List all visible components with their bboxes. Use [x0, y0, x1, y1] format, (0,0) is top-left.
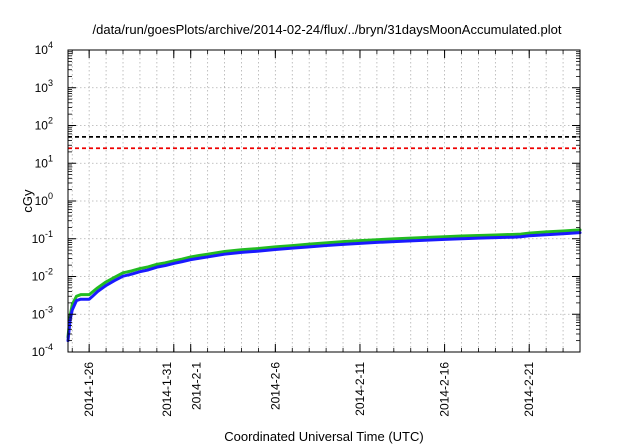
y-tick-label: 10-3 [32, 304, 53, 321]
y-tick-label: 101 [35, 153, 53, 170]
grid [68, 50, 580, 352]
chart-title: /data/run/goesPlots/archive/2014-02-24/f… [93, 22, 562, 37]
x-tick-label: 2014-1-26 [82, 362, 96, 417]
x-tick-label: 2014-2-16 [438, 362, 452, 417]
x-tick-label: 2014-2-1 [190, 362, 204, 410]
y-tick-label: 10-1 [32, 229, 53, 246]
series-line [66, 231, 582, 343]
series-lines [66, 228, 582, 343]
y-tick-label: 100 [35, 191, 53, 208]
x-axis-label: Coordinated Universal Time (UTC) [224, 429, 423, 444]
y-tick-label: 103 [35, 78, 53, 95]
y-tick-label: 10-4 [32, 342, 53, 359]
y-tick-label: 10-2 [32, 267, 53, 284]
series-line [66, 228, 582, 339]
x-tick-label: 2014-2-11 [353, 362, 367, 416]
y-tick-labels: 10-4 10-3 10-2 10-1 100 101 102 103 104 [32, 40, 53, 359]
x-tick-label: 2014-1-31 [160, 362, 174, 417]
axis-ticks [68, 49, 580, 353]
y-tick-label: 104 [35, 40, 53, 57]
x-tick-label: 2014-2-6 [268, 362, 282, 410]
y-tick-label: 102 [35, 116, 53, 133]
x-tick-labels: 2014-1-26 2014-1-31 2014-2-1 2014-2-6 2014-2… [82, 362, 536, 417]
reference-lines [68, 135, 580, 150]
y-axis-label: cGy [20, 189, 35, 213]
x-tick-label: 2014-2-21 [522, 362, 536, 417]
